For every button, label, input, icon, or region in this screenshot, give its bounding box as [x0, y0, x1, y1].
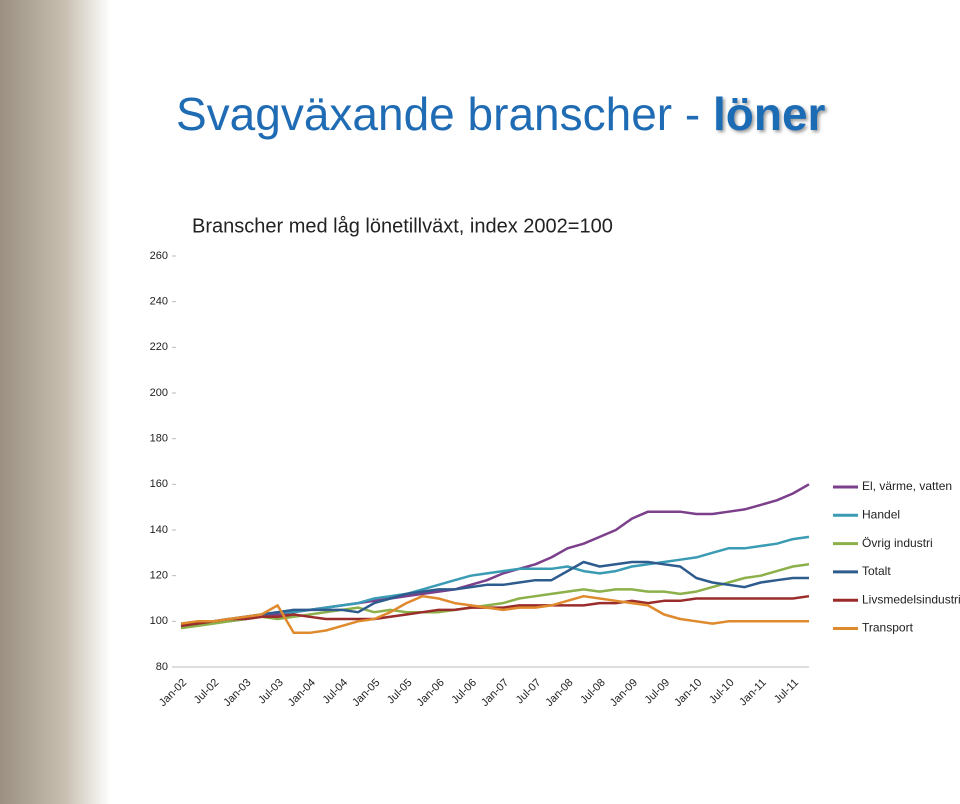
legend-label: Totalt — [862, 564, 891, 578]
series-line — [180, 594, 810, 628]
x-tick-label: Jul-11 — [772, 677, 801, 706]
slide-title: Svagväxande branscher - löner — [176, 88, 826, 140]
x-tick-label: Jan-07 — [479, 677, 511, 709]
x-tick-label: Jul-03 — [256, 677, 286, 707]
legend-label: Transport — [862, 621, 914, 635]
series-line — [181, 560, 809, 625]
background-texture — [0, 0, 110, 804]
y-tick-label: 220 — [150, 341, 168, 353]
x-tick-label: Jan-10 — [672, 677, 704, 709]
y-tick-label: 160 — [150, 478, 168, 490]
x-tick-label: Jul-06 — [449, 677, 479, 707]
x-tick-label: Jul-08 — [578, 677, 608, 707]
x-tick-label: Jan-08 — [543, 677, 575, 709]
y-tick-label: 180 — [150, 433, 168, 445]
x-tick-label: Jan-02 — [157, 677, 189, 709]
series-line — [181, 535, 810, 625]
x-tick-label: Jul-09 — [643, 677, 673, 707]
y-tick-label: 120 — [150, 570, 168, 582]
legend-label: Övrig industri — [862, 536, 933, 550]
legend-label: Handel — [862, 507, 900, 521]
x-tick-label: Jul-10 — [707, 677, 737, 707]
legend-label: El, värme, vatten — [862, 479, 952, 493]
x-tick-label: Jan-05 — [350, 677, 382, 709]
x-tick-label: Jan-04 — [286, 677, 318, 709]
y-tick-label: 140 — [150, 524, 168, 536]
x-tick-label: Jul-07 — [514, 677, 544, 707]
x-tick-label: Jan-03 — [221, 677, 253, 709]
title-text: Svagväxande branscher - — [176, 88, 700, 140]
x-tick-label: Jul-02 — [192, 677, 222, 707]
title-highlight: löner — [713, 88, 826, 140]
legend-label: Livsmedelsindustri — [862, 592, 960, 606]
x-tick-label: Jul-05 — [385, 677, 415, 707]
x-tick-label: Jan-11 — [737, 677, 769, 709]
y-tick-label: 100 — [150, 615, 168, 627]
x-tick-label: Jan-09 — [608, 677, 640, 709]
y-tick-label: 240 — [150, 296, 168, 308]
y-tick-label: 260 — [150, 250, 168, 262]
y-tick-label: 80 — [156, 661, 168, 673]
chart-title: Branscher med låg lönetillväxt, index 20… — [192, 215, 613, 237]
series-line — [180, 594, 809, 635]
x-tick-label: Jan-06 — [415, 677, 447, 709]
series-line — [180, 563, 810, 630]
y-tick-label: 200 — [150, 387, 168, 399]
x-tick-label: Jul-04 — [321, 677, 351, 707]
